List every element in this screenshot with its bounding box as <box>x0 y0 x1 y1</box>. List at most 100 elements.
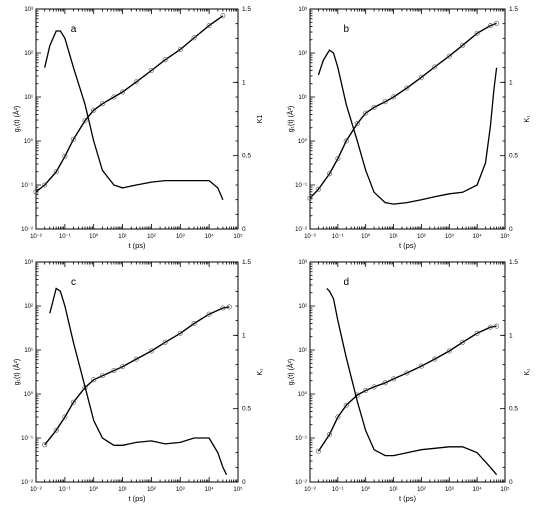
x-tick-label: 10⁻¹ <box>59 487 71 493</box>
y-right-tick-label: 1 <box>242 79 246 86</box>
y-left-tick-label: 10³ <box>24 260 33 266</box>
msd-curve <box>35 15 224 193</box>
msd-data-point <box>33 189 39 195</box>
msd-data-point <box>220 13 226 19</box>
plot-frame <box>309 261 506 483</box>
x-tick-label: 10⁻² <box>30 234 42 240</box>
msd-data-point <box>418 74 424 80</box>
msd-data-point <box>99 373 105 379</box>
msd-curve <box>309 22 497 199</box>
x-axis-label: t (ps) <box>128 241 146 250</box>
x-tick-label: 10⁴ <box>205 486 215 493</box>
msd-data-point <box>148 348 154 354</box>
msd-data-point <box>460 339 466 345</box>
msd-data-point <box>62 153 68 159</box>
k1-curve <box>44 30 224 200</box>
y-right-tick-label: 1.5 <box>509 259 518 266</box>
x-tick-label: 10² <box>417 234 426 240</box>
x-tick-label: 10² <box>147 234 156 240</box>
msd-data-point <box>120 364 126 370</box>
y-left-tick-label: 10² <box>298 304 307 310</box>
x-tick-label: 10⁵ <box>233 486 243 493</box>
msd-data-point <box>99 101 105 107</box>
y-left-tick-label: 10⁰ <box>24 391 34 398</box>
x-tick-label: 10⁻² <box>30 487 42 493</box>
msd-data-point <box>432 356 438 362</box>
k1-curve <box>326 287 498 476</box>
x-tick-label: 10³ <box>176 234 185 240</box>
msd-data-point <box>487 23 493 29</box>
msd-data-point <box>487 324 493 330</box>
msd-data-point <box>371 104 377 110</box>
y-right-tick-label: 1 <box>509 332 513 339</box>
y-left-tick-label: 10⁰ <box>298 138 308 145</box>
msd-data-point <box>120 89 126 95</box>
x-tick-label: 10² <box>147 487 156 493</box>
msd-data-point <box>446 53 452 59</box>
y-left-tick-label: 10³ <box>24 7 33 13</box>
panel-b: 10⁻² 10⁻¹ 10⁰ 10¹ 10² 10³ 10⁴ 10⁵ 10⁻² 10⁻¹ 10⁰ 10¹… <box>286 6 531 250</box>
y-right-tick-label: 0.5 <box>242 153 251 160</box>
y-right-tick-label: 0 <box>509 479 513 486</box>
msd-data-point <box>404 85 410 91</box>
y-left-tick-label: 10⁻² <box>295 480 307 486</box>
y-right-tick-label: 0.5 <box>509 153 518 160</box>
x-tick-label: 10³ <box>445 487 454 493</box>
x-tick-label: 10⁻¹ <box>332 234 344 240</box>
msd-data-point <box>446 348 452 354</box>
y-left-axis-label: g₁(t) (Å²) <box>286 106 295 132</box>
msd-data-point <box>42 182 48 188</box>
x-tick-label: 10⁻¹ <box>59 234 71 240</box>
y-left-axis-label: g₁(t) (Å²) <box>286 359 295 385</box>
y-right-tick-label: 0.5 <box>242 406 251 413</box>
msd-data-point <box>474 330 480 336</box>
y-right-tick-label: 0.5 <box>509 406 518 413</box>
msd-data-point <box>206 23 212 29</box>
y-left-tick-label: 10² <box>24 51 33 57</box>
y-left-tick-label: 10¹ <box>298 348 307 354</box>
y-right-axis-label: K₁ <box>524 115 531 123</box>
x-tick-label: 10⁻¹ <box>332 487 344 493</box>
y-right-axis-label: K₁ <box>257 368 264 376</box>
y-right-tick-label: 0 <box>509 226 513 233</box>
msd-data-point <box>391 94 397 100</box>
msd-data-point <box>177 46 183 52</box>
y-left-tick-label: 10⁰ <box>298 391 308 398</box>
msd-data-point <box>343 138 349 144</box>
msd-data-point <box>62 414 68 420</box>
msd-data-point <box>326 171 332 177</box>
msd-data-point <box>371 384 377 390</box>
y-right-axis-label: K1 <box>257 115 264 124</box>
msd-data-point <box>91 377 97 383</box>
y-left-tick-label: 10⁻² <box>21 480 33 486</box>
msd-data-point <box>363 110 369 116</box>
y-left-tick-label: 10⁻¹ <box>295 436 307 442</box>
msd-data-point <box>71 136 77 142</box>
msd-data-point <box>315 186 321 192</box>
msd-data-point <box>53 427 59 433</box>
plot-frame <box>309 8 506 230</box>
msd-data-point <box>307 195 313 201</box>
msd-data-point <box>354 121 360 127</box>
msd-data-point <box>111 94 117 100</box>
panel-label: a <box>71 24 77 35</box>
msd-data-point <box>91 107 97 113</box>
plot-frame <box>35 8 239 230</box>
msd-data-point <box>191 320 197 326</box>
msd-data-point <box>315 448 321 454</box>
msd-data-point <box>53 169 59 175</box>
x-tick-label: 10¹ <box>118 234 127 240</box>
msd-data-point <box>226 304 232 310</box>
x-tick-label: 10⁻² <box>304 487 316 493</box>
x-tick-label: 10⁰ <box>89 486 99 493</box>
msd-data-point <box>335 156 341 162</box>
msd-data-point <box>335 414 341 420</box>
x-axis-label: t (ps) <box>128 494 146 503</box>
y-right-tick-label: 0 <box>242 479 246 486</box>
x-tick-label: 10³ <box>176 487 185 493</box>
y-left-tick-label: 10² <box>298 51 307 57</box>
msd-data-point <box>133 356 139 362</box>
msd-data-point <box>460 42 466 48</box>
x-tick-label: 10⁻² <box>304 234 316 240</box>
